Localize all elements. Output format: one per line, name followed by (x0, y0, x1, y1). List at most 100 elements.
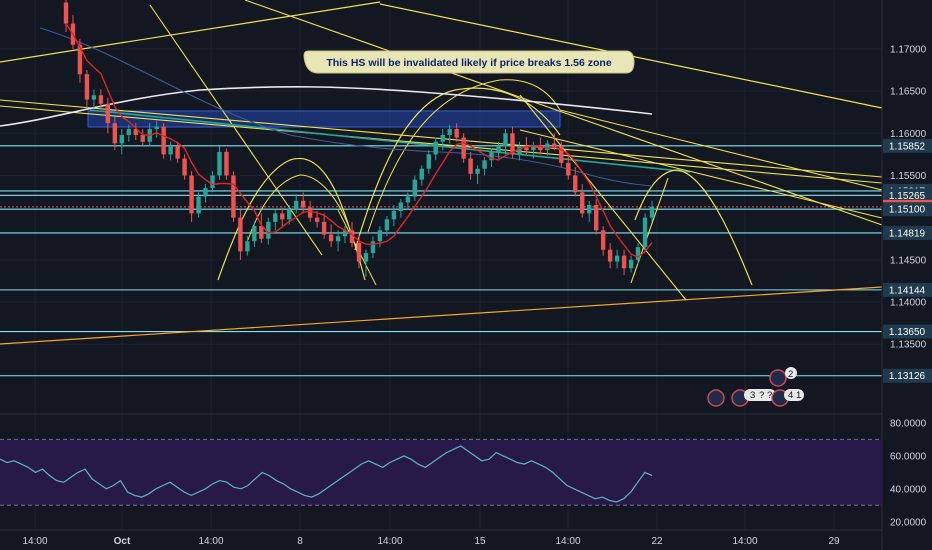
trendline-channel-b[interactable] (559, 109, 883, 191)
candle-body (642, 217, 648, 248)
candle-body (217, 151, 222, 176)
badge-bg (784, 389, 804, 401)
candle-body (168, 145, 173, 155)
candle-body (287, 209, 292, 220)
candle-body (342, 230, 348, 237)
candle-body (566, 162, 571, 176)
trendline-upper-yellow[interactable] (0, 1, 381, 63)
candle-body (573, 175, 578, 193)
level-label: 1.14144 (889, 285, 926, 296)
moving-average-blue (39, 27, 653, 187)
candle-body (517, 145, 522, 155)
price-level-labels: 1.158521.153171.152651.151281.151001.148… (883, 138, 932, 383)
candle-body (84, 74, 90, 100)
candlestick-series (63, 0, 655, 277)
hs-arc-head[interactable] (354, 87, 561, 251)
rsi-line (0, 445, 653, 503)
price-tick: 1.16000 (890, 129, 927, 140)
candle-body (628, 259, 634, 269)
trendline-small-up[interactable] (630, 177, 669, 284)
candle-body (154, 126, 159, 130)
badge-text-3: ? (767, 390, 772, 401)
candle-body (349, 230, 355, 243)
candle-body (496, 145, 501, 152)
level-label-bg (883, 368, 932, 383)
candle-body (440, 134, 445, 142)
head-and-shoulders-arcs (217, 79, 753, 286)
trendline-steep-yellow-2[interactable] (149, 4, 323, 256)
level-label: 1.15852 (889, 141, 926, 152)
level-label-bg (883, 188, 932, 203)
supply-zone-rectangle[interactable] (87, 110, 561, 128)
candle-body (559, 145, 564, 163)
candle-body (63, 2, 69, 24)
trendline-steep-yellow[interactable] (244, 0, 883, 226)
horizontal-levels (0, 145, 882, 377)
candle-body (231, 175, 236, 218)
candle-body (259, 226, 264, 239)
badge-text-5: 1 (796, 390, 801, 401)
candle-body (356, 242, 362, 262)
event-badges[interactable]: 3 ? ? 2 4 1 (707, 367, 804, 407)
price-axis-ticks: 1.17000 1.16500 1.16000 1.15500 1.14500 1.140… (890, 44, 927, 350)
candle-body (210, 175, 215, 189)
candle-body (621, 255, 627, 269)
price-tick: 1.14000 (890, 298, 927, 309)
candle-body (524, 145, 529, 151)
grid-lines (0, 0, 882, 530)
candle-body (252, 226, 257, 242)
hs-arc-right-shoulder[interactable] (634, 169, 753, 286)
trendline-orange-support[interactable] (0, 286, 883, 345)
candle-body (77, 44, 83, 75)
time-tick: 15 (474, 536, 486, 547)
badge-bg (744, 389, 776, 401)
analysis-callout[interactable]: This HS will be invalidated likely if pr… (303, 50, 635, 74)
badge-count: 2 (788, 369, 793, 380)
trendline-neckline-2[interactable] (0, 105, 883, 184)
candle-body (649, 206, 655, 218)
badge-text-1: 3 (750, 390, 755, 401)
candle-body (133, 129, 138, 135)
trendline-teal-neckline[interactable] (89, 109, 691, 173)
candle-body (175, 145, 180, 159)
candle-body (503, 133, 508, 146)
level-label-bg (883, 138, 932, 153)
candle-body (112, 123, 118, 144)
price-tick: 1.13500 (890, 340, 927, 351)
rsi-tick: 40.0000 (890, 484, 927, 495)
candle-body (593, 205, 599, 231)
candle-body (482, 160, 487, 169)
candle-body (545, 143, 550, 151)
candle-body (203, 188, 208, 197)
hs-arc-small-1[interactable] (247, 174, 353, 241)
candle-body (489, 151, 494, 161)
rsi-tick: 80.0000 (890, 418, 927, 429)
candle-body (189, 175, 194, 214)
candle-body (294, 200, 299, 210)
trendline-channel-a[interactable] (519, 129, 883, 219)
event-icon[interactable] (769, 369, 787, 387)
badge-text-4: 4 (788, 390, 793, 401)
candle-body (119, 134, 125, 144)
candle-body (600, 230, 606, 250)
candle-body (363, 253, 369, 262)
trendline-right-diagonal[interactable] (519, 94, 687, 301)
event-icon[interactable] (707, 389, 725, 407)
candle-body (391, 210, 397, 220)
time-tick: 14:00 (555, 536, 580, 547)
candle-body (335, 236, 341, 242)
candle-body (377, 230, 383, 242)
hs-arc-head-2[interactable] (367, 79, 561, 233)
candle-body (314, 217, 320, 222)
candle-body (105, 103, 111, 124)
candle-body (266, 221, 271, 239)
badge-count-bg (785, 367, 797, 379)
candle-body (182, 158, 187, 176)
time-tick: 14:00 (198, 536, 223, 547)
candle-body (280, 213, 285, 220)
level-label: 1.14819 (889, 228, 926, 239)
candle-body (161, 126, 166, 155)
price-tick: 1.14500 (890, 255, 927, 266)
candle-body (461, 137, 466, 159)
